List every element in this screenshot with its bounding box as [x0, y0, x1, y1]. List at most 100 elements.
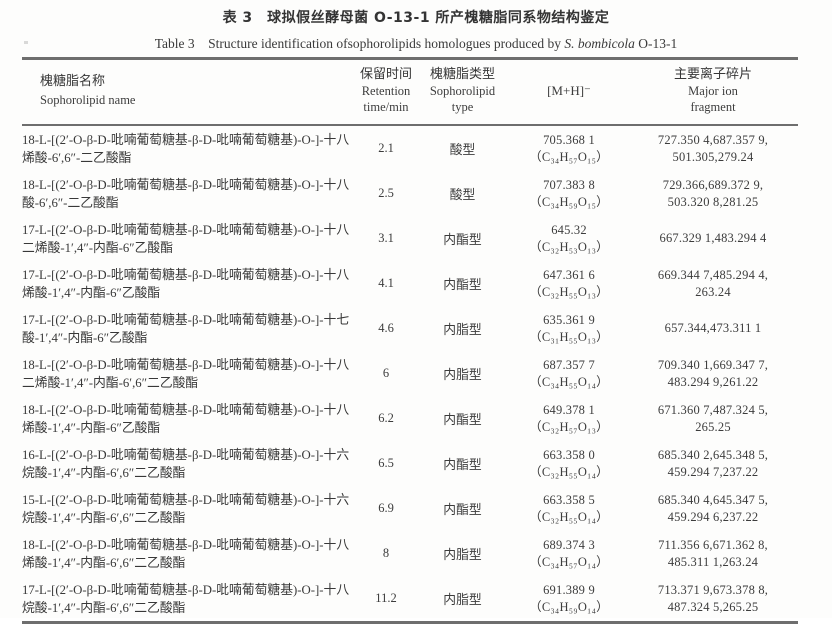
sophorolipid-name-cell: 17-L-[(2′-O-β-D-吡喃葡萄糖基-β-D-吡喃葡萄糖基)-O-]-十… [22, 312, 350, 345]
mh-cell: 645.32 （C₃₂H₅₃O₁₃） [510, 216, 628, 261]
mh-cell: 647.361 6 （C₃₂H₅₅O₁₃） [510, 261, 628, 306]
fragment-line-2: 503.320 8,281.25 [667, 194, 759, 209]
mh-value: 649.378 1 [543, 402, 595, 417]
column-header-mh: [M+H]⁻ [510, 58, 628, 126]
fragment-line-1: 669.344 7,485.294 4, [657, 267, 769, 282]
mh-cell: 707.383 8 （C₃₄H₅₉O₁₅） [510, 171, 628, 216]
table-row-10: 18-L-[(2′-O-β-D-吡喃葡萄糖基-β-D-吡喃葡萄糖基)-O-]-十… [22, 531, 798, 576]
sophorolipid-type-cell: 内酯型 [443, 233, 482, 248]
fragment-cell: 657.344,473.311 1 [628, 306, 798, 351]
table-row-9: 15-L-[(2′-O-β-D-吡喃葡萄糖基-β-D-吡喃葡萄糖基)-O-]-十… [22, 486, 798, 531]
mh-value: 689.374 3 [543, 537, 595, 552]
molecular-formula: （C₃₄H₅₇O₁₅） [529, 149, 609, 164]
sophorolipid-type-cell: 内酯型 [443, 503, 482, 518]
mh-value: 691.389 9 [543, 582, 595, 597]
mh-cell: 663.358 0 （C₃₂H₅₅O₁₄） [510, 441, 628, 486]
sophorolipid-name-cell: 17-L-[(2′-O-β-D-吡喃葡萄糖基-β-D-吡喃葡萄糖基)-O-]-十… [22, 222, 350, 255]
column-header-type-en2: type [451, 100, 474, 114]
column-header-retention: 保留时间 Retention time/min [357, 58, 415, 126]
column-header-type-zh: 槐糖脂类型 [429, 67, 495, 82]
retention-time-cell: 4.6 [378, 321, 394, 335]
retention-time-cell: 2.1 [378, 141, 394, 155]
sophorolipid-type-cell: 内脂型 [443, 548, 482, 563]
sophorolipid-name-cell: 18-L-[(2′-O-β-D-吡喃葡萄糖基-β-D-吡喃葡萄糖基)-O-]-十… [22, 357, 350, 390]
molecular-formula: （C₃₄H₅₉O₁₅） [529, 194, 609, 209]
retention-time-cell: 6.2 [378, 411, 394, 425]
table-row-1: 18-L-[(2′-O-β-D-吡喃葡萄糖基-β-D-吡喃葡萄糖基)-O-]-十… [22, 125, 798, 171]
molecular-formula: （C₃₂H₅₅O₁₄） [529, 464, 609, 479]
retention-time-cell: 11.2 [375, 591, 397, 605]
fragment-cell: 727.350 4,687.357 9, 501.305,279.24 [628, 125, 798, 171]
table-row-7: 18-L-[(2′-O-β-D-吡喃葡萄糖基-β-D-吡喃葡萄糖基)-O-]-十… [22, 396, 798, 441]
sophorolipid-type-cell: 酸型 [449, 143, 476, 158]
mh-value: 687.357 7 [543, 357, 595, 372]
mh-value: 645.32 [551, 222, 587, 237]
sophorolipid-type-cell: 内酯型 [443, 458, 482, 473]
sophorolipid-table: 槐糖脂名称 Sophorolipid name 保留时间 Retention t… [22, 57, 798, 624]
molecular-formula: （C₃₂H₅₇O₁₃） [529, 419, 609, 434]
table-title-en-prefix: Table 3 Structure identification ofsopho… [154, 36, 565, 51]
fragment-line-1: 709.340 1,669.347 7, [657, 357, 769, 372]
molecular-formula: （C₃₄H₅₅O₁₄） [529, 374, 609, 389]
table-row-8: 16-L-[(2′-O-β-D-吡喃葡萄糖基-β-D-吡喃葡萄糖基)-O-]-十… [22, 441, 798, 486]
retention-time-cell: 3.1 [378, 231, 394, 245]
fragment-cell: 713.371 9,673.378 8, 487.324 5,265.25 [628, 576, 798, 623]
sophorolipid-name-cell: 18-L-[(2′-O-β-D-吡喃葡萄糖基-β-D-吡喃葡萄糖基)-O-]-十… [22, 537, 350, 570]
column-header-fragment-zh: 主要离子碎片 [673, 67, 752, 82]
sophorolipid-type-cell: 酸型 [449, 188, 476, 203]
sophorolipid-type-cell: 内脂型 [443, 368, 482, 383]
retention-time-cell: 2.5 [378, 186, 394, 200]
molecular-formula: （C₃₂H₅₅O₁₃） [529, 284, 609, 299]
molecular-formula: （C₃₄H₅₉O₁₄） [529, 599, 609, 614]
sophorolipid-name-cell: 16-L-[(2′-O-β-D-吡喃葡萄糖基-β-D-吡喃葡萄糖基)-O-]-十… [22, 447, 350, 480]
sophorolipid-name-cell: 17-L-[(2′-O-β-D-吡喃葡萄糖基-β-D-吡喃葡萄糖基)-O-]-十… [22, 267, 350, 300]
table-row-6: 18-L-[(2′-O-β-D-吡喃葡萄糖基-β-D-吡喃葡萄糖基)-O-]-十… [22, 351, 798, 396]
column-header-type-en1: Sophorolipid [429, 84, 496, 98]
fragment-cell: 667.329 1,483.294 4 [628, 216, 798, 261]
column-header-fragment-en1: Major ion [688, 84, 738, 98]
column-header-retention-en2: time/min [363, 100, 409, 114]
fragment-line-1: 667.329 1,483.294 4 [659, 231, 767, 245]
retention-time-cell: 8 [382, 546, 390, 560]
mh-cell: 687.357 7 （C₃₄H₅₅O₁₄） [510, 351, 628, 396]
fragment-line-1: 657.344,473.311 1 [664, 321, 762, 335]
fragment-line-1: 671.360 7,487.324 5, [657, 402, 769, 417]
sophorolipid-type-cell: 内脂型 [443, 593, 482, 608]
table-row-2: 18-L-[(2′-O-β-D-吡喃葡萄糖基-β-D-吡喃葡萄糖基)-O-]-十… [22, 171, 798, 216]
table-row-11: 17-L-[(2′-O-β-D-吡喃葡萄糖基-β-D-吡喃葡萄糖基)-O-]-十… [22, 576, 798, 623]
table-title-zh: 表 3 球拟假丝酵母菌 O-13-1 所产槐糖脂同系物结构鉴定 [222, 10, 610, 26]
table-title-en: Table 3 Structure identification ofsopho… [0, 32, 832, 52]
sophorolipid-type-cell: 内脂型 [443, 323, 482, 338]
column-header-fragment: 主要离子碎片 Major ion fragment [628, 58, 798, 126]
fragment-cell: 669.344 7,485.294 4, 263.24 [628, 261, 798, 306]
column-header-retention-en1: Retention [361, 84, 411, 98]
mh-cell: 635.361 9 （C₃₁H₅₅O₁₃） [510, 306, 628, 351]
fragment-line-1: 727.350 4,687.357 9, [657, 132, 769, 147]
fragment-line-2: 483.294 9,261.22 [667, 374, 759, 389]
fragment-cell: 671.360 7,487.324 5, 265.25 [628, 396, 798, 441]
fragment-cell: 709.340 1,669.347 7, 483.294 9,261.22 [628, 351, 798, 396]
retention-time-cell: 6.5 [378, 456, 394, 470]
mh-value: 635.361 9 [543, 312, 595, 327]
mh-cell: 705.368 1 （C₃₄H₅₇O₁₅） [510, 125, 628, 171]
column-header-fragment-en2: fragment [690, 100, 736, 114]
fragment-cell: 729.366,689.372 9, 503.320 8,281.25 [628, 171, 798, 216]
column-header-name-en: Sophorolipid name [40, 93, 136, 107]
column-header-retention-zh: 保留时间 [359, 67, 412, 82]
mh-value: 705.368 1 [543, 132, 595, 147]
mh-cell: 663.358 5 （C₃₂H₅₅O₁₄） [510, 486, 628, 531]
mh-cell: 649.378 1 （C₃₂H₅₇O₁₃） [510, 396, 628, 441]
sophorolipid-type-cell: 内酯型 [443, 413, 482, 428]
fragment-line-1: 685.340 2,645.348 5, [657, 447, 769, 462]
scan-artifact [24, 41, 28, 44]
fragment-line-2: 263.24 [695, 284, 731, 299]
mh-cell: 691.389 9 （C₃₄H₅₉O₁₄） [510, 576, 628, 623]
column-header-name-zh: 槐糖脂名称 [40, 74, 106, 89]
retention-time-cell: 4.1 [378, 276, 394, 290]
header-row: 槐糖脂名称 Sophorolipid name 保留时间 Retention t… [22, 58, 798, 126]
fragment-line-1: 685.340 4,645.347 5, [657, 492, 769, 507]
molecular-formula: （C₃₁H₅₅O₁₃） [529, 329, 609, 344]
mh-value: 663.358 0 [543, 447, 595, 462]
fragment-line-2: 265.25 [695, 419, 731, 434]
